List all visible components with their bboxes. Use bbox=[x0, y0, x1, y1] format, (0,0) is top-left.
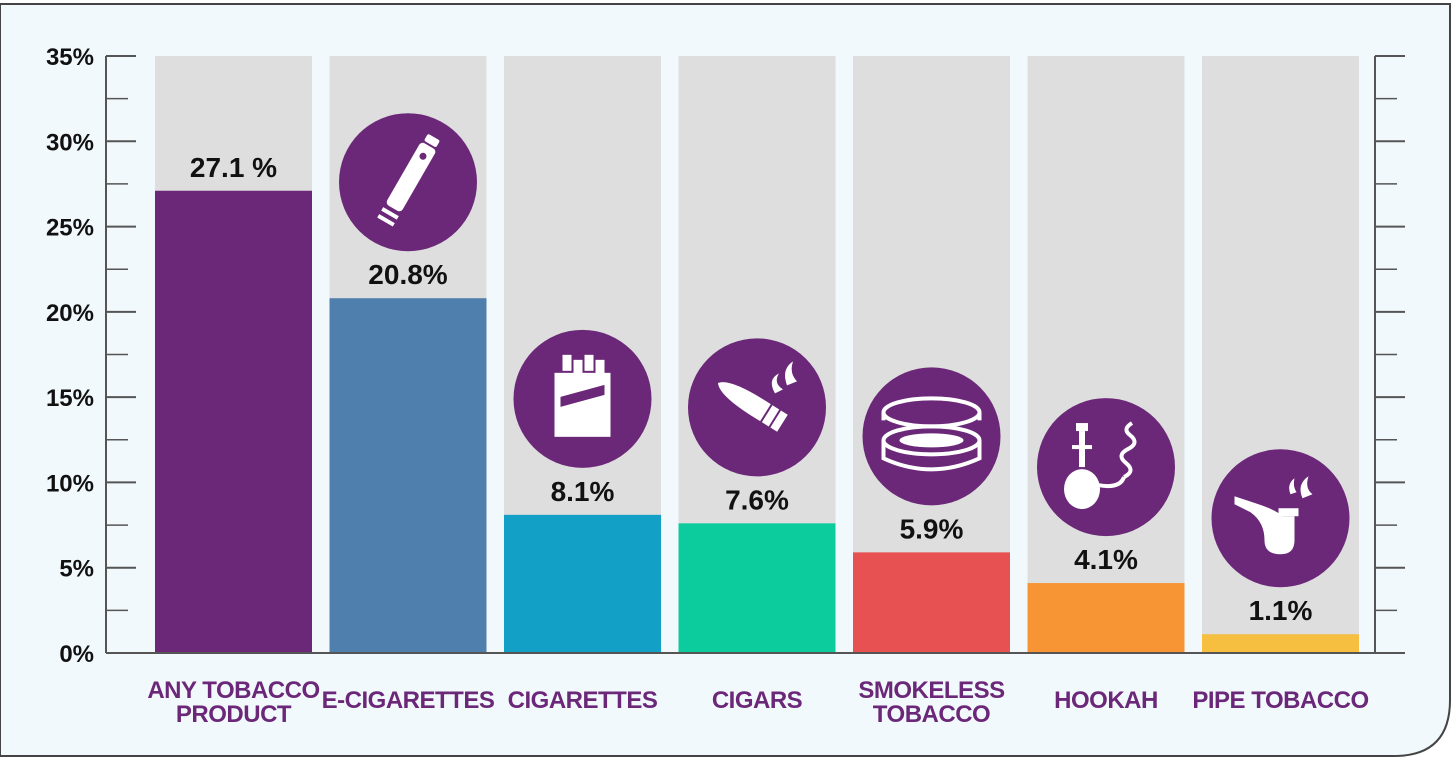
cigar-glyph bbox=[717, 382, 788, 432]
category-label-cigarettes: CIGARETTES bbox=[508, 687, 658, 714]
value-label-pipe-tobacco: 1.1% bbox=[1249, 595, 1313, 626]
y-tick-label: 10% bbox=[46, 470, 94, 497]
e-cigarette-glyph bbox=[377, 134, 440, 227]
axes: 0% 5% 10% 15% 20% 25% 30% 35% bbox=[46, 44, 1405, 668]
value-label-any-tobacco: 27.1 % bbox=[190, 152, 277, 183]
y-tick-label: 0% bbox=[59, 641, 94, 668]
smoke bbox=[1289, 478, 1297, 495]
smoke bbox=[771, 373, 783, 394]
icon-circle bbox=[1037, 398, 1175, 537]
mouthpiece bbox=[424, 134, 440, 147]
smoke bbox=[1300, 476, 1313, 499]
category-label-any-tobacco: ANY TOBACCO bbox=[147, 677, 319, 704]
bars bbox=[155, 190, 1359, 653]
bar-smokeless-tobacco bbox=[853, 552, 1010, 653]
category-label-smokeless-tobacco: TOBACCO bbox=[873, 701, 990, 728]
bar-cigars bbox=[678, 523, 836, 653]
category-label-cigars: CIGARS bbox=[712, 687, 803, 714]
pipe-rim bbox=[1278, 508, 1299, 517]
y-tick-label: 35% bbox=[46, 44, 94, 71]
hookah-icon bbox=[1037, 398, 1175, 537]
smoke bbox=[785, 361, 797, 386]
category-label-any-tobacco: PRODUCT bbox=[176, 701, 292, 728]
y-tick-label: 20% bbox=[46, 300, 94, 327]
value-label-e-cigarettes: 20.8% bbox=[368, 259, 447, 290]
cigar-icon bbox=[688, 338, 826, 477]
y-tick-label: 15% bbox=[46, 385, 94, 412]
category-label-hookah: HOOKAH bbox=[1054, 687, 1158, 714]
ring bbox=[377, 214, 395, 227]
pack-band bbox=[560, 384, 605, 407]
cigarette bbox=[573, 359, 583, 376]
category-label-e-cigarettes: E-CIGARETTES bbox=[322, 687, 495, 714]
hose-coil bbox=[1119, 421, 1137, 479]
bar-track-hookah bbox=[1027, 56, 1185, 653]
cigar-band bbox=[761, 405, 780, 427]
tobacco-tin-icon bbox=[862, 367, 1001, 506]
base bbox=[1064, 469, 1100, 510]
tray bbox=[1072, 445, 1092, 450]
category-label-smokeless-tobacco: SMOKELESS bbox=[858, 677, 1005, 704]
y-tick-label: 30% bbox=[46, 129, 94, 156]
cigarette-pack-icon bbox=[513, 329, 652, 468]
cigarette bbox=[584, 354, 594, 371]
value-label-cigars: 7.6% bbox=[725, 484, 789, 515]
y-tick-label: 25% bbox=[46, 215, 94, 242]
tin-rim bbox=[881, 424, 982, 457]
value-labels: 27.1 % 20.8% 8.1% 7.6% 5.9% 4.1% 1.1% bbox=[190, 152, 1313, 626]
bar-pipe-tobacco bbox=[1202, 634, 1359, 653]
cigarette bbox=[595, 359, 605, 376]
category-icons bbox=[339, 113, 1350, 588]
cigar-tip bbox=[770, 410, 788, 432]
body bbox=[386, 142, 436, 212]
bar-cigarettes bbox=[504, 514, 661, 653]
y-tick-label: 5% bbox=[59, 556, 94, 583]
e-cigarette-icon bbox=[339, 113, 477, 252]
tobacco-mound bbox=[899, 433, 964, 448]
value-label-smokeless-tobacco: 5.9% bbox=[900, 513, 964, 544]
bowl bbox=[1076, 423, 1088, 432]
bar-hookah bbox=[1027, 583, 1185, 653]
value-label-cigarettes: 8.1% bbox=[551, 476, 615, 507]
pipe-body bbox=[1234, 496, 1295, 555]
pipe-icon bbox=[1211, 449, 1350, 588]
hose bbox=[1097, 476, 1126, 489]
value-label-hookah: 4.1% bbox=[1074, 544, 1138, 575]
cigar-body bbox=[717, 382, 771, 422]
cigarette bbox=[562, 354, 572, 371]
button bbox=[419, 152, 427, 160]
bar-e-cigarettes bbox=[329, 298, 487, 653]
category-label-pipe-tobacco: PIPE TOBACCO bbox=[1192, 687, 1368, 714]
ring bbox=[381, 207, 399, 220]
bar-any-tobacco bbox=[155, 190, 312, 653]
tin-wall bbox=[881, 440, 982, 472]
